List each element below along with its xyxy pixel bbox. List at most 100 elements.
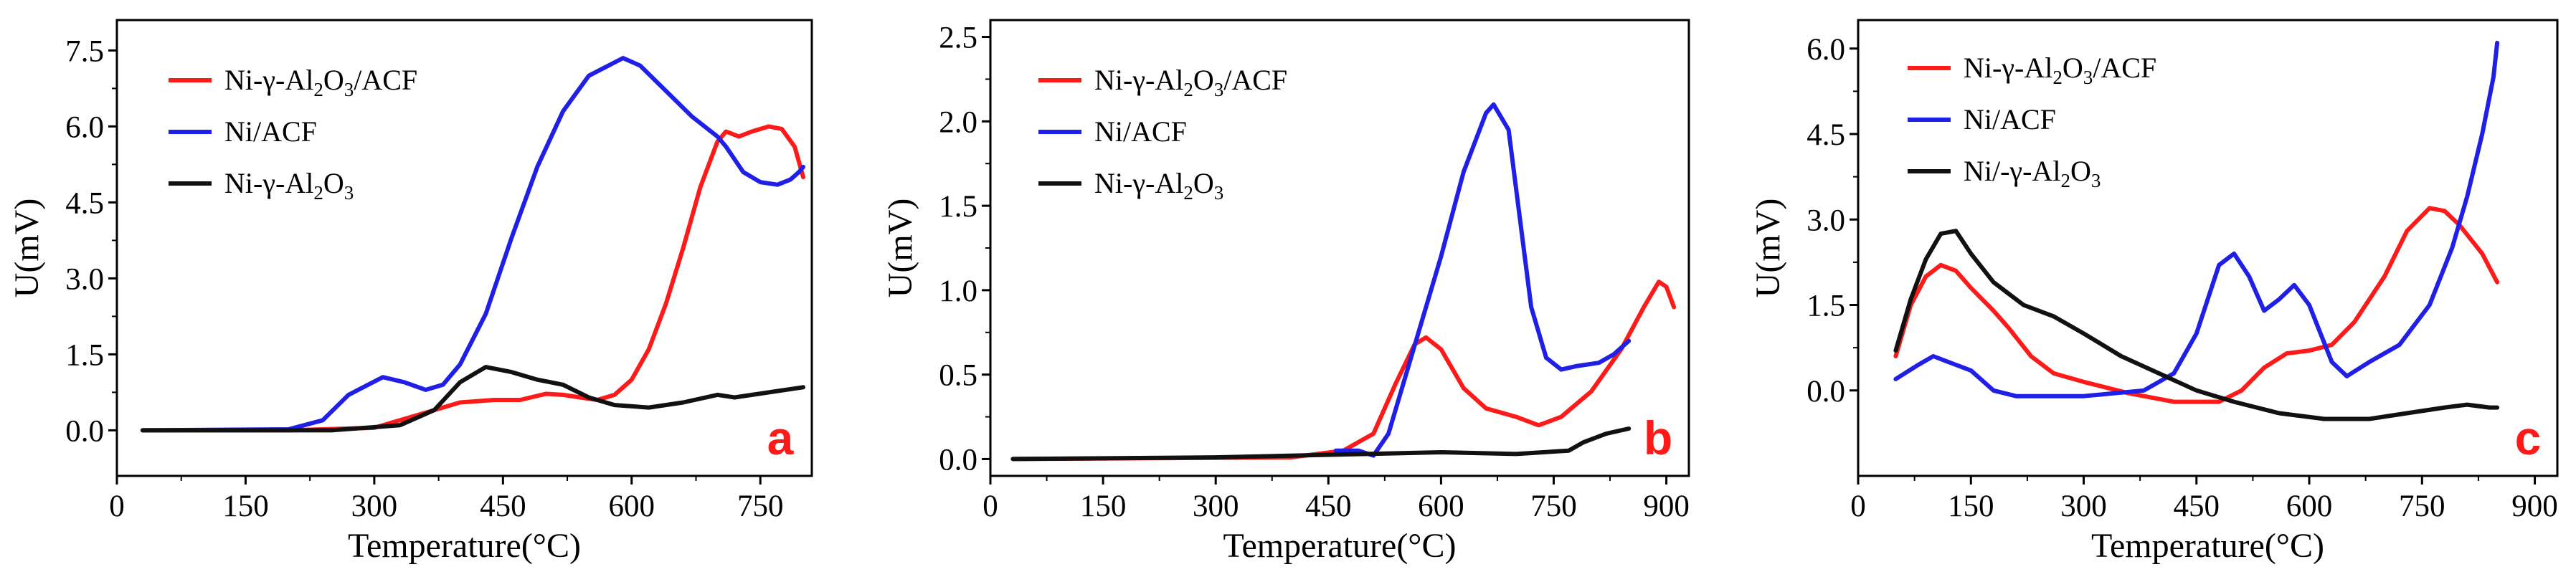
- series-line-3: [140, 365, 805, 433]
- x-axis-label: Temperature(°C): [2091, 527, 2324, 565]
- y-tick-label: 1.5: [1806, 290, 1845, 323]
- legend-text: Ni-γ-Al: [1964, 52, 2052, 84]
- legend-subscript: 3: [344, 182, 354, 204]
- x-tick-label: 600: [2286, 490, 2333, 523]
- panel-letter: b: [1644, 411, 1672, 464]
- legend-text: Ni-γ-Al: [224, 64, 313, 96]
- legend-text: Ni/ACF: [1094, 115, 1187, 148]
- legend-text: /ACF: [354, 64, 417, 96]
- x-tick-label: 900: [2511, 490, 2558, 523]
- series-line-1: [1893, 206, 2500, 404]
- x-tick-label: 0: [982, 490, 998, 523]
- legend-text: /ACF: [1223, 64, 1287, 96]
- y-tick-label: 0.5: [939, 359, 977, 393]
- y-tick-label: 1.5: [65, 338, 104, 372]
- x-axis-label: Temperature(°C): [1223, 527, 1456, 565]
- y-tick-label: 0.0: [65, 414, 104, 448]
- legend-label: Ni-γ-Al2O3/ACF: [1964, 52, 2156, 88]
- x-tick-label: 300: [2060, 490, 2107, 523]
- legend-text: Ni/-γ-Al: [1964, 155, 2060, 187]
- legend-text: Ni/ACF: [224, 115, 317, 148]
- x-tick-label: 300: [1193, 490, 1239, 523]
- x-tick-label: 0: [109, 490, 125, 523]
- legend-subscript: 2: [1183, 79, 1193, 100]
- y-tick-label: 6.0: [65, 110, 104, 144]
- x-tick-label: 750: [1530, 490, 1577, 523]
- plot-frame: [1857, 19, 2559, 477]
- legend-subscript: 3: [344, 79, 354, 100]
- y-tick-label: 3.0: [65, 262, 104, 296]
- legend-label: Ni-γ-Al2O3: [1094, 167, 1223, 204]
- x-tick-label: 900: [1643, 490, 1690, 523]
- legend-subscript: 3: [2083, 67, 2093, 88]
- x-tick-label: 150: [1948, 490, 1994, 523]
- x-axis-label: Temperature(°C): [348, 527, 581, 565]
- x-tick-label: 0: [1850, 490, 1866, 523]
- series-line-2: [1893, 40, 2500, 399]
- legend-text: O: [2070, 155, 2091, 187]
- y-axis-label: U(mV): [1749, 199, 1787, 298]
- legend-subscript: 2: [1183, 182, 1193, 204]
- legend-subscript: 2: [2052, 67, 2063, 88]
- y-tick-label: 4.5: [1806, 118, 1845, 152]
- legend-text: Ni/ACF: [1964, 103, 2056, 135]
- panel-letter: c: [2515, 411, 2542, 464]
- y-tick-label: 0.0: [939, 443, 977, 477]
- legend-text: /ACF: [2093, 52, 2156, 84]
- y-tick-label: 2.5: [939, 22, 977, 55]
- chart-panel-b: 0 150 300 450 600 750 900 0.0 0.5 1.0 1.5 2.0 2.5 Tem…: [881, 19, 1690, 565]
- legend-label: Ni-γ-Al2O3/ACF: [1094, 64, 1287, 100]
- x-tick-label: 600: [1418, 490, 1464, 523]
- legend-subscript: 2: [2060, 170, 2070, 191]
- legend-text: O: [1193, 64, 1214, 96]
- x-tick-label: 150: [222, 490, 269, 523]
- y-axis-label: U(mV): [8, 199, 46, 298]
- legend-text: O: [323, 167, 344, 199]
- legend-label: Ni/ACF: [1094, 115, 1187, 148]
- y-tick-label: 6.0: [1806, 33, 1845, 67]
- legend-subscript: 3: [2091, 170, 2101, 191]
- legend-label: Ni-γ-Al2O3: [224, 167, 354, 204]
- panel-letter: a: [767, 411, 795, 464]
- y-tick-label: 1.0: [939, 275, 977, 308]
- legend-text: Ni-γ-Al: [224, 167, 313, 199]
- series-line-3: [1010, 426, 1632, 462]
- legend-label: Ni/ACF: [224, 115, 317, 148]
- legend-subscript: 3: [1214, 79, 1224, 100]
- legend-label: Ni/-γ-Al2O3: [1964, 155, 2101, 191]
- y-tick-label: 1.5: [939, 190, 977, 224]
- legend-subscript: 2: [313, 79, 323, 100]
- y-tick-label: 3.0: [1806, 204, 1845, 237]
- x-tick-label: 450: [480, 490, 526, 523]
- legend-text: Ni-γ-Al: [1094, 64, 1183, 96]
- series-line-1: [140, 124, 805, 433]
- legend-text: O: [1193, 167, 1214, 199]
- y-tick-label: 2.0: [939, 105, 977, 139]
- legend-subscript: 3: [1214, 182, 1224, 204]
- plot-frame: [115, 19, 813, 477]
- legend-label: Ni-γ-Al2O3/ACF: [224, 64, 417, 100]
- x-tick-label: 450: [1305, 490, 1352, 523]
- y-axis-label: U(mV): [881, 199, 919, 298]
- x-tick-label: 450: [2174, 490, 2220, 523]
- x-tick-label: 750: [2399, 490, 2445, 523]
- legend-text: O: [2063, 52, 2083, 84]
- legend-text: O: [323, 64, 344, 96]
- legend-label: Ni/ACF: [1964, 103, 2056, 135]
- series-line-1: [1010, 280, 1677, 462]
- x-tick-label: 750: [737, 490, 784, 523]
- y-tick-label: 4.5: [65, 186, 104, 220]
- series-line-3: [1893, 229, 2500, 421]
- x-tick-label: 150: [1080, 490, 1127, 523]
- x-tick-label: 600: [609, 490, 655, 523]
- series-line-2: [1333, 102, 1632, 458]
- chart-panel-a: 0 150 300 450 600 750 0.0 1.5 3.0 4.5 6.0 7.5 Temper…: [8, 19, 813, 565]
- chart-panel-c: 0 150 300 450 600 750 900 0.0 1.5 3.0 4.5 6.0 Temper…: [1749, 19, 2559, 565]
- y-tick-label: 7.5: [65, 34, 104, 68]
- legend-text: Ni-γ-Al: [1094, 167, 1183, 199]
- x-tick-label: 300: [351, 490, 398, 523]
- y-tick-label: 0.0: [1806, 375, 1845, 409]
- legend-subscript: 2: [313, 182, 323, 204]
- series-line-2: [140, 56, 805, 433]
